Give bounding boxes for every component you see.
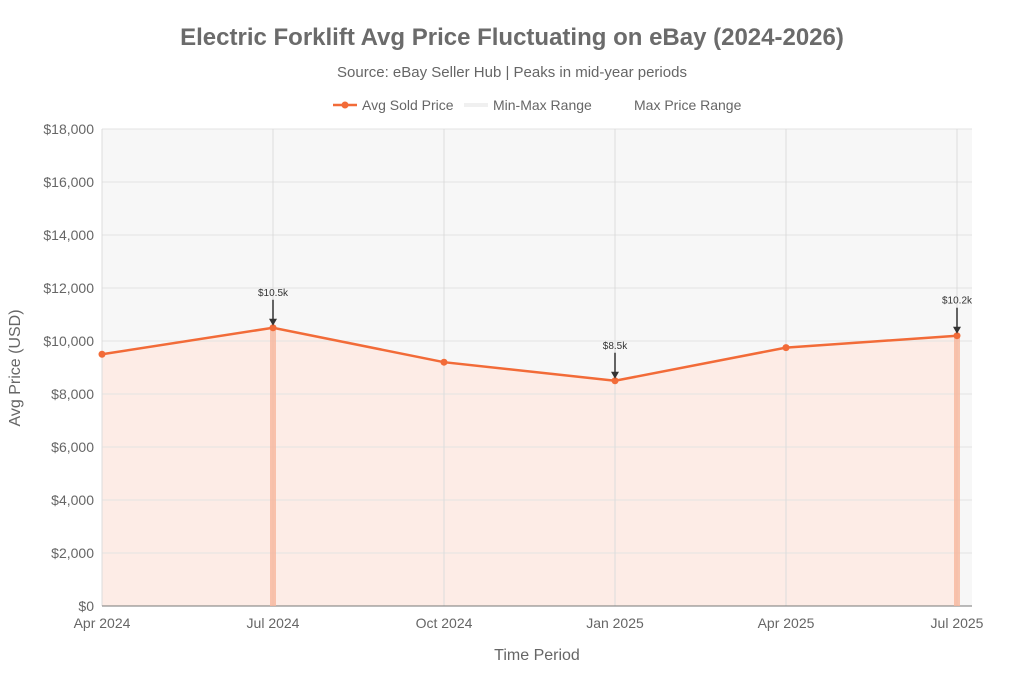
x-axis-title: Time Period	[494, 647, 580, 664]
x-tick-label: Oct 2024	[416, 615, 473, 631]
y-axis-title: Avg Price (USD)	[7, 309, 24, 426]
annotation-arrowhead	[269, 318, 277, 326]
y-tick-label: $0	[78, 598, 94, 614]
avg-sold-price-line	[101, 326, 958, 383]
annotation-label: $10.5k	[258, 288, 289, 299]
legend-avg-sold-price: Avg Sold Price	[362, 97, 454, 113]
data-point	[782, 344, 790, 352]
y-tick-label: $18,000	[43, 121, 94, 137]
annotation-arrowhead	[611, 371, 619, 379]
data-point	[98, 350, 106, 358]
y-tick-label: $12,000	[43, 280, 94, 296]
legend-max-price-range: Max Price Range	[634, 97, 742, 113]
x-tick-label: Jul 2025	[931, 615, 984, 631]
annotation-label: $8.5k	[603, 341, 628, 352]
y-tick-label: $10,000	[43, 333, 94, 349]
data-point	[611, 377, 619, 385]
legend-marker-icon	[341, 101, 349, 109]
chart-title: Electric Forklift Avg Price Fluctuating …	[180, 24, 844, 51]
x-tick-label: Apr 2024	[74, 615, 131, 631]
chart-subtitle: Source: eBay Seller Hub | Peaks in mid-y…	[337, 64, 687, 81]
y-tick-label: $16,000	[43, 174, 94, 190]
x-tick-label: Jul 2024	[247, 615, 300, 631]
max-price-range-bar	[270, 327, 276, 606]
annotation-label: $10.2k	[942, 296, 973, 307]
y-tick-label: $6,000	[51, 439, 94, 455]
legend-range-icon	[464, 103, 488, 107]
y-tick-label: $4,000	[51, 492, 94, 508]
data-point	[953, 332, 961, 340]
x-tick-label: Jan 2025	[586, 615, 644, 631]
legend-min-max-range: Min-Max Range	[493, 97, 592, 113]
area-fill	[102, 327, 957, 606]
y-tick-label: $14,000	[43, 227, 94, 243]
max-price-range-bar	[954, 335, 960, 606]
y-tick-label: $2,000	[51, 545, 94, 561]
annotation-arrowhead	[953, 326, 961, 334]
y-tick-label: $8,000	[51, 386, 94, 402]
x-tick-label: Apr 2025	[758, 615, 815, 631]
data-point	[269, 324, 277, 332]
data-point	[440, 358, 448, 366]
